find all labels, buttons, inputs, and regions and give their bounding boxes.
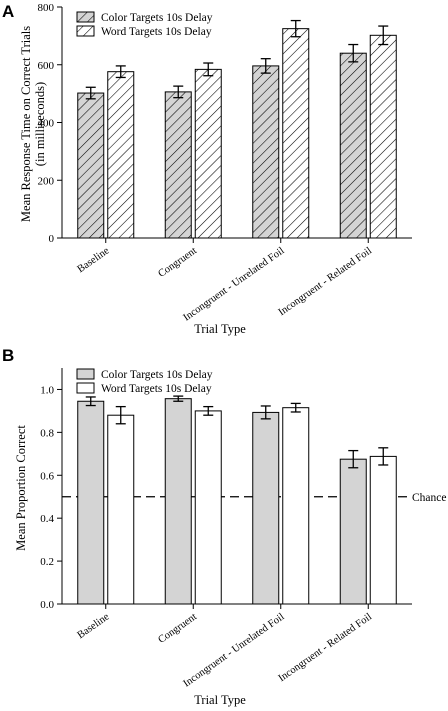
legend-label-word-targets: Word Targets 10s Delay: [101, 26, 212, 38]
x-category-label: Baseline: [76, 611, 112, 641]
x-category-label: Incongruent - Unrelated Foil: [182, 245, 287, 323]
y-tick-label: 0.2: [40, 556, 54, 568]
y-tick-label: 600: [38, 60, 55, 72]
y-tick-label: 0.8: [40, 427, 54, 439]
chart-panel-a: A Mean Response Time on Correct Trials (…: [2, 2, 412, 336]
x-category-label: Baseline: [76, 245, 112, 275]
legend-swatch-color-targets-b: [76, 368, 95, 380]
y-axis-subtitle-a: (in milliseconds): [33, 82, 47, 166]
panel-label-b: B: [2, 346, 14, 365]
chart-panel-b: B Mean Proportion Correct Trial Type 0.0…: [2, 346, 446, 707]
bar: [77, 400, 105, 605]
y-tick-label: 0.4: [40, 513, 54, 525]
y-axis-title-b: Mean Proportion Correct: [14, 425, 28, 551]
bar: [252, 65, 280, 239]
y-tick-label: 0.0: [40, 599, 54, 611]
bar: [282, 28, 310, 239]
legend-label-color-targets-b: Color Targets 10s Delay: [101, 369, 213, 381]
x-category-label: Incongruent - Unrelated Foil: [182, 611, 287, 689]
bar: [164, 398, 192, 605]
bar: [194, 68, 222, 239]
bar: [282, 407, 310, 605]
chance-label: Chance: [412, 492, 446, 504]
legend-a: Color Targets 10s Delay Word Targets 10s…: [76, 11, 213, 38]
y-tick-label: 0: [49, 233, 55, 245]
x-category-label: Incongruent - Related Foil: [277, 245, 374, 318]
bar: [107, 414, 135, 605]
x-axis-title-a: Trial Type: [194, 322, 246, 336]
bar: [164, 91, 192, 239]
y-tick-label: 400: [38, 118, 55, 130]
y-tick-label: 800: [38, 2, 55, 14]
x-category-label: Congruent: [156, 245, 199, 279]
x-category-label: Congruent: [156, 611, 199, 645]
y-tick-label: 0.6: [40, 470, 54, 482]
bar: [77, 92, 105, 239]
y-tick-label: 200: [38, 175, 55, 187]
bar: [252, 411, 280, 605]
legend-swatch-word-targets-b: [76, 382, 95, 394]
legend-label-color-targets: Color Targets 10s Delay: [101, 12, 213, 24]
bar: [194, 410, 222, 605]
x-axis-title-b: Trial Type: [194, 693, 246, 707]
bar: [339, 458, 367, 605]
bar: [369, 34, 397, 239]
legend-label-word-targets-b: Word Targets 10s Delay: [101, 383, 212, 395]
x-category-label: Incongruent - Related Foil: [277, 611, 374, 684]
legend-swatch-word-targets: [76, 25, 95, 37]
panel-label-a: A: [2, 2, 14, 21]
y-axis-title-a: Mean Response Time on Correct Trials: [19, 26, 33, 222]
legend-b: Color Targets 10s Delay Word Targets 10s…: [76, 368, 213, 395]
bar: [107, 71, 135, 239]
y-tick-label: 1.0: [40, 384, 54, 396]
bar: [369, 455, 397, 605]
bar: [339, 52, 367, 239]
legend-swatch-color-targets: [76, 11, 95, 23]
